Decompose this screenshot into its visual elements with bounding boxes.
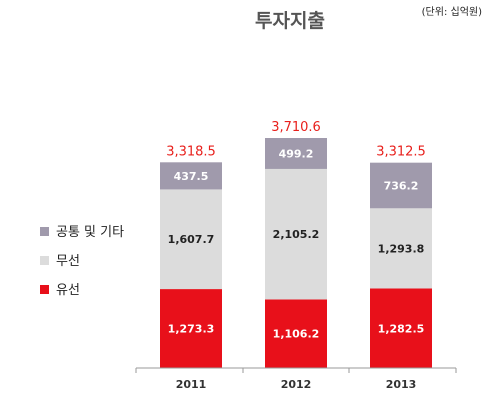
data-label: 1,106.2 (273, 328, 320, 341)
bar-segment (265, 299, 327, 368)
bar-segment (370, 288, 432, 368)
data-label: 2,105.2 (273, 228, 320, 241)
total-label: 3,312.5 (376, 145, 426, 160)
data-label: 1,293.8 (378, 242, 425, 255)
data-label: 1,273.3 (168, 323, 215, 336)
data-label: 1,282.5 (378, 322, 425, 335)
x-tick-label: 2012 (281, 378, 312, 391)
legend-label: 공통 및 기타 (56, 225, 124, 240)
bar-segment (160, 162, 222, 190)
legend-label: 무선 (56, 254, 80, 269)
legend-swatch (40, 256, 49, 265)
bar-segment (370, 162, 432, 209)
legend-swatch (40, 285, 49, 294)
bar-segment (160, 289, 222, 368)
plot-area: 1,273.3 1,607.7 437.5 3,318.5 2011 1,106.2 2,1… (135, 120, 457, 391)
legend-swatch (40, 227, 49, 236)
bar-segment (370, 208, 432, 289)
x-tick-label: 2011 (176, 378, 207, 391)
data-label: 736.2 (384, 179, 419, 192)
x-tick-label: 2013 (386, 378, 417, 391)
bar-segment (265, 168, 327, 300)
bar-segment (160, 189, 222, 290)
chart-title: 투자지출 (255, 10, 325, 32)
total-label: 3,318.5 (166, 144, 216, 159)
legend-label: 유선 (56, 283, 80, 298)
bar-segment (265, 138, 327, 169)
total-label: 3,710.6 (271, 120, 321, 135)
data-label: 437.5 (174, 170, 209, 183)
unit-note: (단위: 십억원) (422, 5, 482, 18)
data-label: 499.2 (279, 147, 314, 160)
data-label: 1,607.7 (168, 233, 215, 246)
